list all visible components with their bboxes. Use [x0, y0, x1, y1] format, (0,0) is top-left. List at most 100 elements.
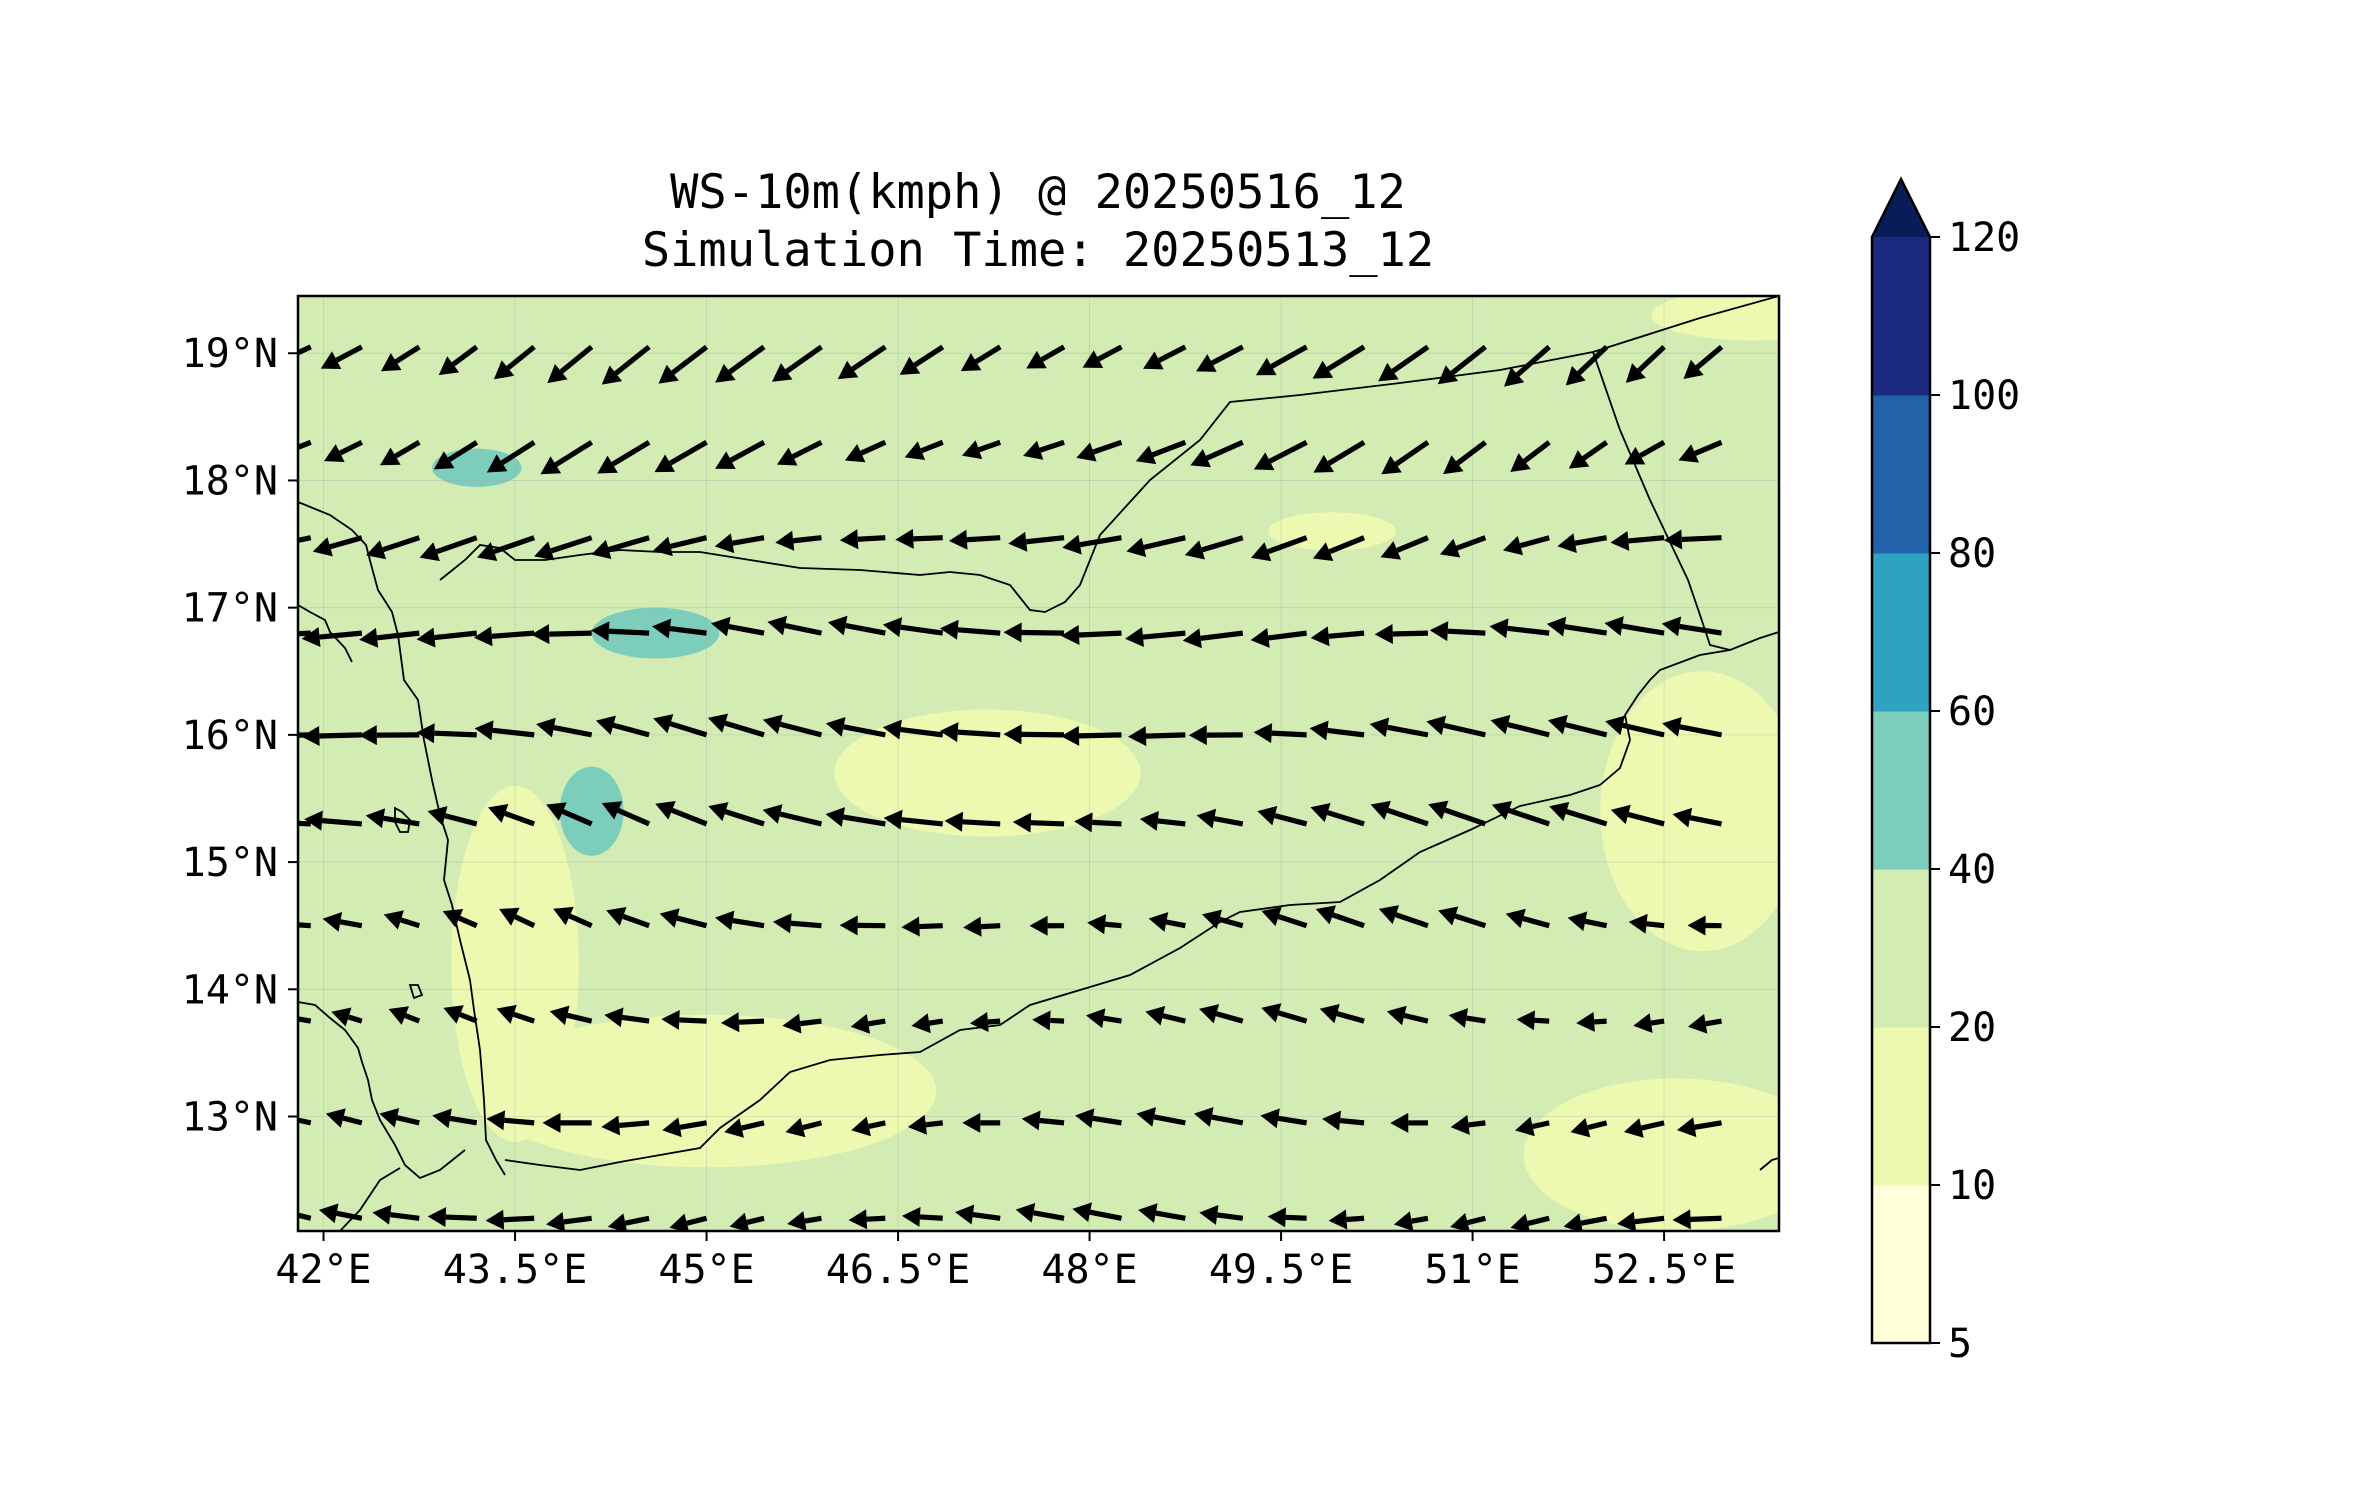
wind-arrow: [1549, 801, 1608, 827]
colorbar-tick-label: 10: [1948, 1163, 1996, 1209]
wind-arrow: [787, 1211, 822, 1231]
wind-arrow: [839, 915, 886, 936]
wind-arrow: [473, 626, 535, 647]
wind-arrow: [715, 440, 766, 469]
wind-arrow: [1663, 529, 1722, 550]
wind-arrow: [553, 906, 593, 929]
island-2: [408, 984, 424, 1000]
wind-arrow: [477, 535, 536, 562]
wind-arrow: [948, 529, 1001, 550]
colorbar: 5 10 20 40 60 80 100 120: [1870, 176, 2020, 1367]
wind-arrow: [1003, 622, 1065, 643]
wind-arrow: [1188, 725, 1243, 746]
wind-arrow: [662, 1117, 707, 1138]
wind-arrow: [1085, 1008, 1122, 1029]
wind-arrow: [318, 1203, 363, 1224]
wind-arrow: [1369, 717, 1429, 738]
wind-arrow: [1504, 344, 1551, 387]
oman-border-north: [1592, 296, 1779, 353]
wind-arrow: [432, 1108, 478, 1129]
wind-arrow: [388, 1006, 421, 1025]
wind-arrow: [907, 1114, 944, 1135]
wind-arrow: [488, 804, 536, 827]
wind-arrow: [1199, 1205, 1244, 1225]
wind-arrow: [714, 910, 765, 931]
wind-arrow: [1563, 1213, 1608, 1231]
wind-arrow: [1443, 440, 1487, 475]
wind-arrow: [904, 439, 944, 461]
wind-arrow: [416, 627, 478, 648]
wind-arrow: [427, 1207, 477, 1228]
wind-arrow: [1547, 714, 1608, 738]
wind-arrow: [1378, 905, 1429, 929]
wind-arrow: [298, 820, 311, 827]
wind-arrow: [1196, 808, 1244, 829]
wind-arrow: [1125, 627, 1186, 648]
wind-arrow: [298, 535, 312, 544]
wind-arrow: [1261, 1003, 1308, 1024]
wind-arrow: [1393, 1211, 1429, 1231]
wind-arrow: [540, 440, 594, 475]
wind-arrow: [1672, 1209, 1722, 1230]
wind-arrow: [775, 530, 822, 551]
wind-arrow: [1012, 812, 1065, 833]
wind-arrow: [1448, 1008, 1486, 1028]
wind-arrow: [1557, 533, 1608, 554]
title-line-1: WS-10m(kmph) @ 20250516_12: [670, 165, 1406, 220]
wind-arrow: [661, 1009, 707, 1030]
colorbar-segment: [1872, 237, 1930, 396]
wind-arrow: [1190, 439, 1244, 468]
wind-arrow: [1136, 1107, 1186, 1127]
wind-arrow: [365, 535, 421, 560]
wind-speed-zone: [1523, 1078, 1779, 1231]
wind-arrow: [1510, 440, 1551, 473]
wind-arrow: [1062, 534, 1122, 555]
colorbar-tick-label: 60: [1948, 689, 1996, 735]
y-tick-label: 18°N: [182, 458, 278, 504]
wind-arrow: [606, 907, 650, 929]
wind-arrow: [839, 529, 886, 550]
wind-arrow: [1546, 616, 1608, 637]
wind-arrow: [1625, 344, 1666, 383]
colorbar-segment: [1872, 1185, 1930, 1344]
wind-arrow: [1565, 344, 1609, 386]
wind-arrow: [1450, 1212, 1486, 1231]
x-tick-label: 42°E: [275, 1247, 371, 1293]
wind-arrow: [1128, 726, 1186, 747]
x-tick-label: 43.5°E: [443, 1247, 588, 1293]
wind-arrow: [827, 615, 886, 636]
wind-arrow: [1313, 440, 1366, 473]
wind-arrow: [1072, 1202, 1122, 1223]
wind-arrow: [1310, 626, 1365, 647]
wind-arrow: [883, 809, 944, 830]
wind-arrow: [298, 732, 311, 738]
wind-arrow: [1576, 1011, 1607, 1032]
wind-arrow: [1309, 720, 1365, 741]
y-tick-label: 16°N: [182, 713, 278, 759]
wind-speed-zone: [559, 766, 624, 856]
wind-arrow: [669, 1213, 708, 1231]
wind-arrow: [1074, 812, 1122, 833]
wind-speed-zone: [1651, 296, 1779, 341]
colorbar-tick-label: 120: [1948, 215, 2020, 261]
wind-speed-zone: [1600, 671, 1779, 952]
wind-arrow: [851, 1116, 886, 1137]
wind-arrow: [486, 440, 536, 473]
wind-arrow: [601, 1115, 650, 1136]
wind-speed-zone: [476, 1014, 937, 1168]
wind-arrow: [536, 717, 593, 738]
wind-arrow: [1255, 344, 1308, 376]
wind-arrow: [1428, 800, 1487, 827]
wind-arrow: [438, 344, 479, 376]
wind-arrow: [1510, 1213, 1550, 1231]
colorbar-segment: [1872, 1027, 1930, 1186]
wind-arrow: [771, 344, 823, 382]
wind-arrow: [1061, 625, 1122, 645]
y-tick-label: 17°N: [182, 586, 278, 632]
wind-arrow: [707, 713, 765, 738]
wind-arrow: [1148, 912, 1186, 932]
wind-arrow: [767, 615, 822, 636]
wind-arrow: [714, 533, 765, 554]
wind-arrow: [652, 535, 708, 557]
wind-arrow: [325, 1108, 363, 1128]
